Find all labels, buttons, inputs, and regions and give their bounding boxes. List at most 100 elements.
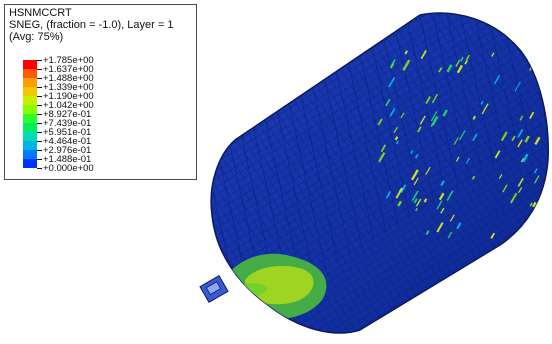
- damage-streak: [423, 198, 428, 203]
- damage-streak: [493, 75, 501, 85]
- damage-streak: [456, 222, 462, 230]
- legend-value-label: +1.339e+00: [43, 82, 94, 93]
- damage-streak: [491, 52, 495, 57]
- legend-tick: [37, 114, 42, 115]
- legend-swatch: [23, 132, 37, 141]
- damage-streak: [389, 59, 396, 68]
- legend-value-label: +4.464e-01: [43, 136, 92, 147]
- contour-legend: HSNMCCRT SNEG, (fraction = -1.0), Layer …: [4, 4, 197, 180]
- legend-value-label: +1.042e+00: [43, 100, 94, 111]
- damage-streak: [419, 115, 426, 125]
- legend-tick: [37, 141, 42, 142]
- damage-streak: [446, 64, 453, 73]
- legend-subtitle: SNEG, (fraction = -1.0), Layer = 1: [9, 19, 174, 31]
- mesh-band-line: [321, 67, 363, 248]
- legend-swatch: [23, 60, 37, 69]
- damage-streak: [415, 198, 422, 207]
- damage-streak: [425, 230, 430, 235]
- damage-streak: [519, 115, 524, 121]
- mesh-band-line: [369, 37, 411, 218]
- damage-streak: [430, 111, 438, 122]
- legend-swatch: [23, 159, 37, 168]
- damage-streak: [425, 166, 431, 175]
- damage-streak: [413, 198, 418, 204]
- legend-swatch: [23, 105, 37, 114]
- damage-streak: [411, 169, 419, 181]
- damage-streak: [532, 201, 537, 208]
- damage-streak: [522, 153, 529, 163]
- damage-streak: [464, 59, 468, 65]
- mesh-band-line: [333, 59, 375, 241]
- damage-streak: [415, 207, 418, 212]
- damage-streak: [411, 190, 419, 202]
- damage-streak: [395, 187, 404, 199]
- damage-streak: [395, 140, 399, 145]
- damage-streak: [400, 184, 407, 194]
- damage-streak: [455, 156, 460, 162]
- damage-streak: [520, 158, 525, 163]
- damage-streak: [438, 67, 443, 73]
- mesh-band-line: [285, 89, 327, 271]
- damage-streak: [511, 135, 516, 142]
- damage-streak: [465, 54, 470, 61]
- legend-value-label: +1.488e-01: [43, 154, 92, 165]
- damage-streak: [498, 174, 503, 179]
- legend-value-label: +1.637e+00: [43, 64, 94, 75]
- damage-streak: [377, 118, 383, 126]
- damage-streak: [529, 202, 533, 207]
- damage-streak: [517, 139, 523, 148]
- damage-streak: [494, 150, 501, 159]
- damage-streak: [534, 136, 541, 146]
- legend-tick: [37, 69, 42, 70]
- legend-variable-name: HSNMCCRT: [9, 7, 72, 19]
- damage-streak: [417, 126, 422, 133]
- legend-tick: [37, 150, 42, 151]
- damage-streak: [481, 103, 489, 115]
- damage-streak: [431, 93, 439, 104]
- mesh-band-line: [405, 14, 447, 196]
- damage-streak: [453, 137, 459, 146]
- mesh-band-line: [429, 13, 471, 181]
- legend-value-label: +7.439e-01: [43, 118, 92, 129]
- legend-swatch: [23, 123, 37, 132]
- legend-averaging: (Avg: 75%): [9, 31, 64, 43]
- legend-tick: [37, 105, 42, 106]
- legend-value-label: +1.488e+00: [43, 73, 94, 84]
- legend-value-label: +5.951e-01: [43, 127, 92, 138]
- damage-streak: [400, 112, 405, 119]
- mesh-band-line: [465, 13, 507, 158]
- mesh-band-line: [393, 22, 435, 203]
- mesh-band-line: [381, 29, 423, 211]
- damage-streak: [394, 136, 399, 141]
- legend-tick: [37, 60, 42, 61]
- damage-streak: [490, 232, 496, 239]
- damage-streak: [425, 96, 431, 105]
- damage-streak: [380, 144, 387, 153]
- damage-streak: [449, 214, 455, 222]
- legend-swatch: [23, 69, 37, 78]
- mesh-band-line: [489, 13, 531, 143]
- damage-streak: [472, 133, 478, 142]
- legend-tick: [37, 123, 42, 124]
- damage-streak: [530, 226, 537, 236]
- damage-streak: [510, 192, 518, 204]
- legend-value-label: +1.190e+00: [43, 91, 94, 102]
- legend-tick: [37, 96, 42, 97]
- mesh-band-line: [417, 13, 459, 188]
- mesh-band-line: [357, 44, 399, 226]
- mesh-band-line: [453, 13, 495, 166]
- damage-streak: [385, 190, 392, 199]
- damage-streak: [471, 175, 476, 180]
- damage-streak: [404, 50, 408, 55]
- damage-streak: [385, 98, 391, 107]
- damage-streak: [465, 157, 471, 165]
- legend-swatch: [23, 78, 37, 87]
- damage-streak: [431, 115, 439, 127]
- legend-tick: [37, 159, 42, 160]
- damage-streak: [388, 76, 396, 88]
- damage-streak: [459, 56, 464, 62]
- mesh-band-line: [477, 13, 519, 151]
- legend-tick: [37, 87, 42, 88]
